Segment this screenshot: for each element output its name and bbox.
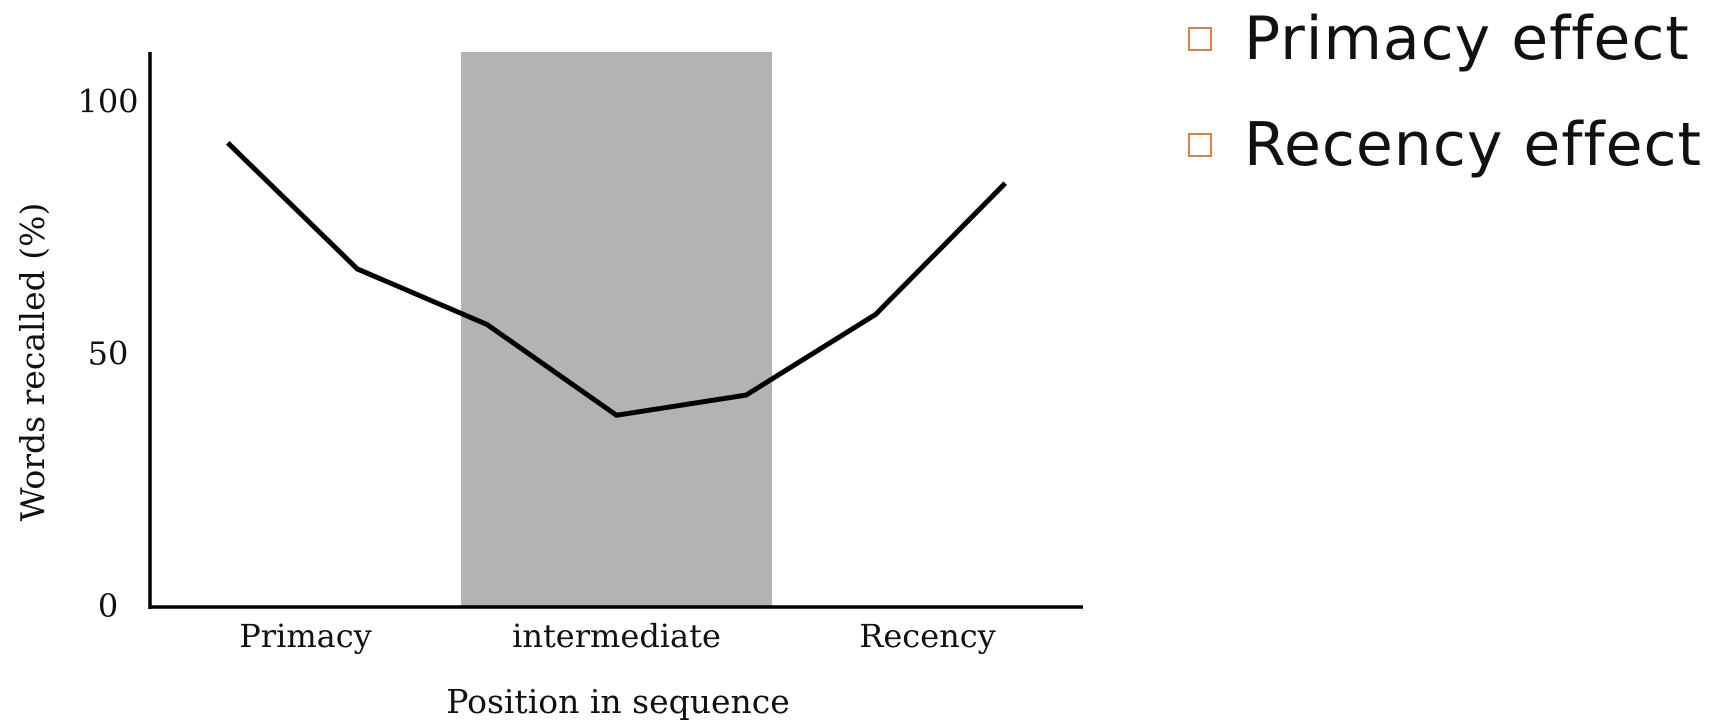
bullet-text: Primacy effect [1244,4,1690,74]
square-bullet-icon [1188,27,1212,51]
x-axis-title: Position in sequence [446,682,790,720]
y-tick-label: 50 [88,335,129,373]
bullet-item: Recency effect [1188,92,1702,198]
bullet-item: Primacy effect [1188,0,1702,92]
square-bullet-icon [1188,133,1212,157]
x-category-label: Recency [859,617,996,655]
y-axis-title: Words recalled (%) [13,203,52,522]
y-tick-label: 0 [98,587,118,625]
y-tick-label: 100 [77,82,138,120]
intermediate-shaded-region [461,52,772,607]
serial-position-chart: 0 50 100 Primacy intermediate Recency Positi… [13,52,1083,720]
x-category-label: intermediate [512,617,721,655]
bullet-list: Primacy effect Recency effect [1188,0,1702,198]
y-tick-labels: 0 50 100 [77,82,138,625]
bullet-text: Recency effect [1244,110,1702,180]
series-line [226,141,1008,418]
x-category-label: Primacy [239,617,371,655]
x-category-labels: Primacy intermediate Recency [239,617,995,655]
